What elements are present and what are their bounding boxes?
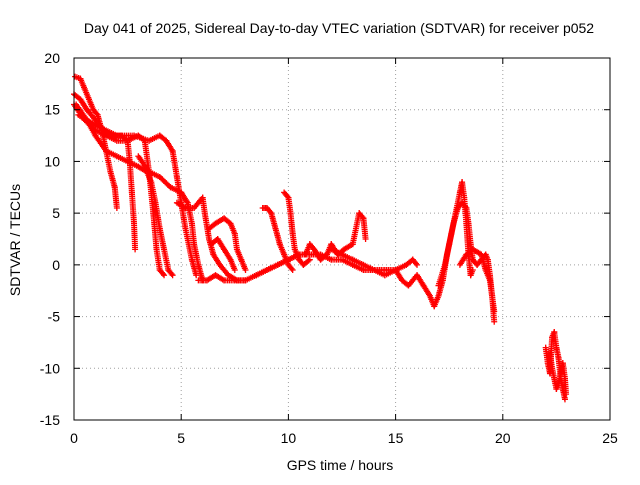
data-point [563, 391, 570, 398]
series-track-11 [259, 204, 296, 274]
x-tick-label: 15 [388, 430, 404, 446]
data-point [169, 272, 176, 279]
data-point [113, 204, 120, 211]
data-point [491, 308, 498, 315]
series-track-9 [206, 215, 249, 274]
data-point [168, 270, 175, 277]
y-tick-label: -10 [40, 360, 60, 376]
x-tick-label: 10 [281, 430, 297, 446]
x-axis-label: GPS time / hours [287, 457, 394, 473]
series-track-16 [392, 179, 476, 310]
data-point [362, 236, 369, 242]
x-tick-label: 25 [602, 430, 618, 446]
y-tick-label: -5 [48, 309, 61, 325]
data-point [306, 256, 313, 263]
series-track-1 [72, 73, 120, 211]
data-point [414, 261, 421, 268]
data-point [412, 260, 419, 267]
data-point [231, 267, 238, 274]
series-track-18 [456, 246, 498, 315]
data-point [159, 270, 166, 277]
data-point [491, 318, 498, 325]
y-tick-label: 5 [52, 205, 60, 221]
series-track-14 [302, 210, 369, 263]
x-tick-label: 0 [70, 430, 78, 446]
data-point [284, 193, 291, 200]
data-point [288, 265, 295, 272]
y-tick-label: 15 [44, 102, 60, 118]
data-point [469, 267, 476, 274]
data-point [305, 257, 312, 264]
data-point [93, 110, 100, 117]
data-point [359, 214, 366, 221]
data-point [242, 267, 249, 274]
y-axis-label: SDTVAR / TECUs [7, 184, 23, 296]
data-point [166, 182, 173, 189]
y-tick-label: -15 [40, 412, 60, 428]
plot-frame [73, 57, 611, 421]
y-tick-label: 10 [44, 153, 60, 169]
y-tick-label: 0 [52, 257, 60, 273]
series-track-4 [73, 101, 176, 279]
grid-lines [74, 58, 610, 420]
chart-title: Day 041 of 2025, Sidereal Day-to-day VTE… [84, 20, 594, 36]
x-tick-label: 5 [177, 430, 185, 446]
series-track-5 [75, 111, 200, 279]
data-markers [71, 73, 570, 403]
series-track-10 [208, 236, 238, 274]
y-tick-label: 20 [44, 50, 60, 66]
data-point [561, 396, 568, 403]
data-point [267, 208, 274, 215]
data-point [132, 246, 139, 253]
series-track-20 [546, 349, 570, 398]
data-point [161, 272, 168, 279]
x-tick-label: 20 [495, 430, 511, 446]
data-point [462, 203, 469, 210]
axis-ticks: 0 5 10 15 20 25 -15 -10 -5 0 5 10 15 20 [40, 50, 618, 446]
data-point [193, 272, 200, 279]
data-point [289, 267, 296, 274]
